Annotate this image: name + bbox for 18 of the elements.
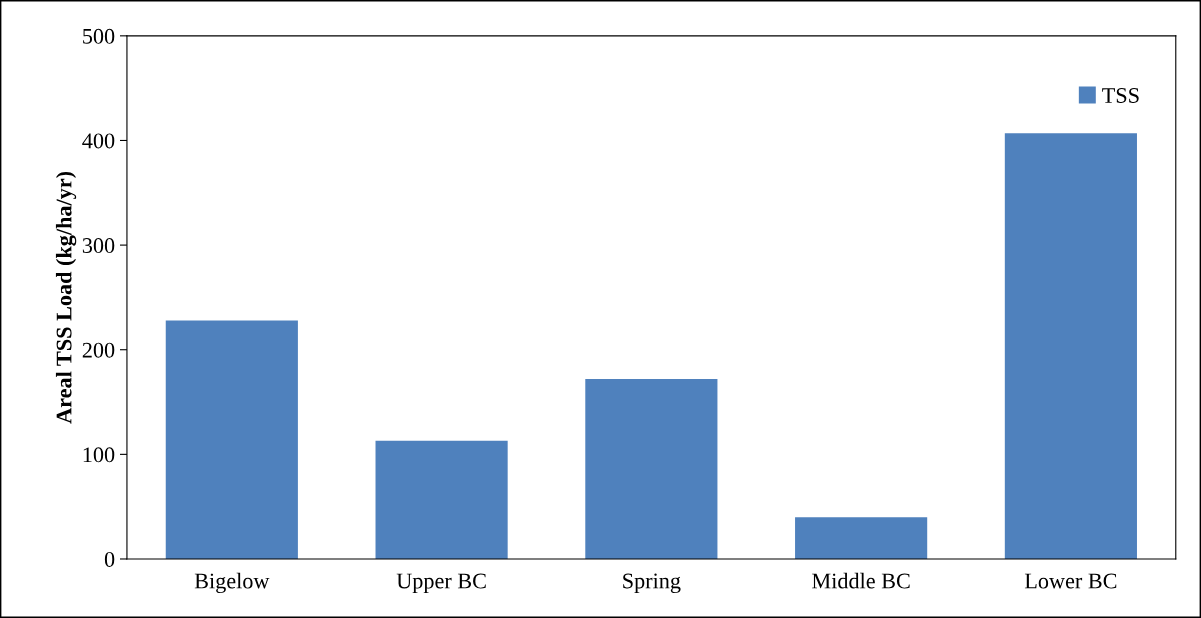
bar xyxy=(165,320,298,559)
bar xyxy=(375,440,508,559)
x-tick-label: Spring xyxy=(623,573,681,594)
x-tick-label: Upper BC xyxy=(396,573,486,594)
y-tick-label: 200 xyxy=(82,342,115,358)
y-tick-label: 100 xyxy=(83,447,115,463)
y-tick-label: 0 xyxy=(104,551,115,567)
y-tick-label: 300 xyxy=(82,238,115,254)
y-tick-label: 500 xyxy=(83,28,115,44)
x-tick-label: Lower BC xyxy=(1024,573,1117,589)
bar xyxy=(795,517,928,559)
y-tick-label: 400 xyxy=(82,133,115,149)
x-tick-label: Middle BC xyxy=(812,572,910,589)
bar xyxy=(1004,133,1137,559)
y-axis-title: Areal TSS Load (kg/ha/yr) xyxy=(55,171,77,424)
x-tick-label: Bigelow xyxy=(194,572,270,594)
bar xyxy=(585,379,718,559)
legend-label: TSS xyxy=(1102,88,1139,104)
